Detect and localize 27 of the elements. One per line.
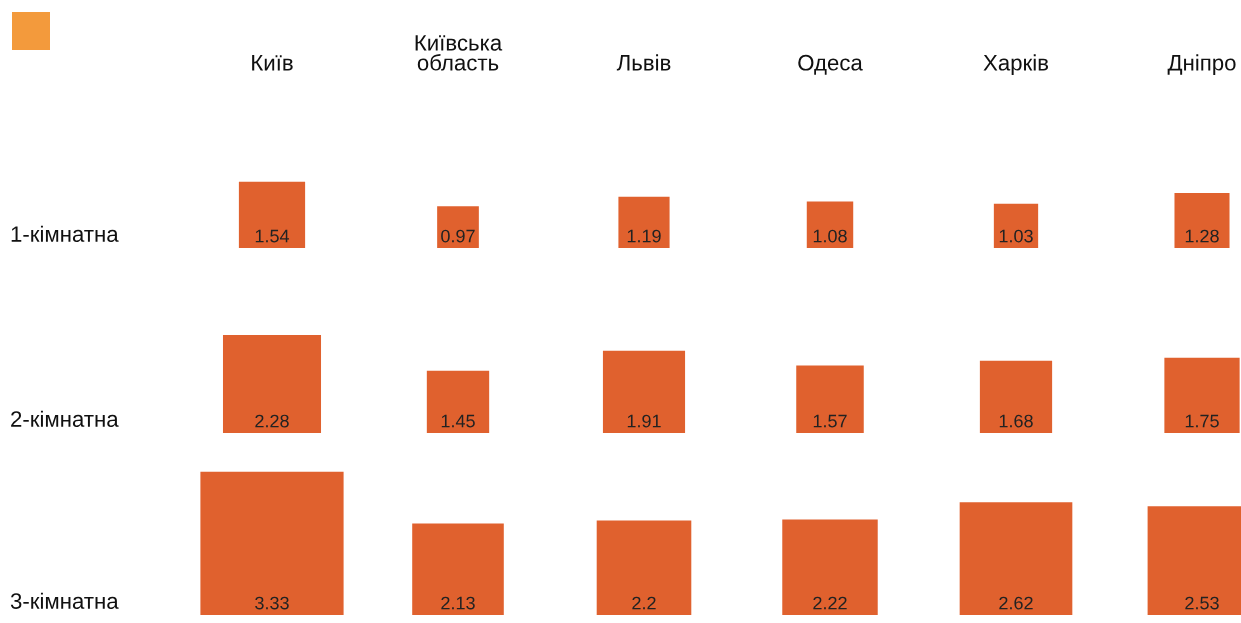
data-label: 1.19 bbox=[627, 229, 661, 243]
data-label: 1.08 bbox=[813, 229, 847, 243]
data-label: 1.45 bbox=[441, 414, 475, 428]
data-label: 2.13 bbox=[441, 596, 475, 610]
text: 1-кімнатна bbox=[11, 225, 119, 242]
category-label: Львів bbox=[616, 54, 671, 71]
data-label: 2.28 bbox=[255, 414, 289, 428]
data-label: 1.03 bbox=[999, 229, 1033, 243]
data-label: 0.97 bbox=[441, 229, 475, 243]
data-label: 3.33 bbox=[255, 596, 289, 610]
data-label: 1.91 bbox=[627, 414, 661, 428]
data-label: 2.53 bbox=[1185, 596, 1219, 610]
category-label: Київ bbox=[252, 55, 293, 71]
data-label: 2.22 bbox=[813, 596, 847, 610]
data-label: 2.62 bbox=[999, 596, 1033, 610]
data-label: 1.28 bbox=[1185, 229, 1219, 243]
category-label: Харків bbox=[983, 54, 1049, 75]
text: 3-кімнатна bbox=[10, 592, 119, 609]
category-label: Київська область bbox=[415, 35, 503, 71]
data-label: 2.2 bbox=[632, 596, 656, 610]
data-label: 1.75 bbox=[1185, 414, 1219, 428]
data-label: 1.68 bbox=[999, 414, 1033, 428]
text: 2-кімнатна bbox=[11, 410, 119, 427]
data-label: 1.54 bbox=[255, 229, 290, 243]
category-label: Одеса bbox=[798, 54, 863, 75]
data-label: 1.57 bbox=[813, 414, 847, 428]
category-label: Дніпро bbox=[1167, 54, 1236, 75]
